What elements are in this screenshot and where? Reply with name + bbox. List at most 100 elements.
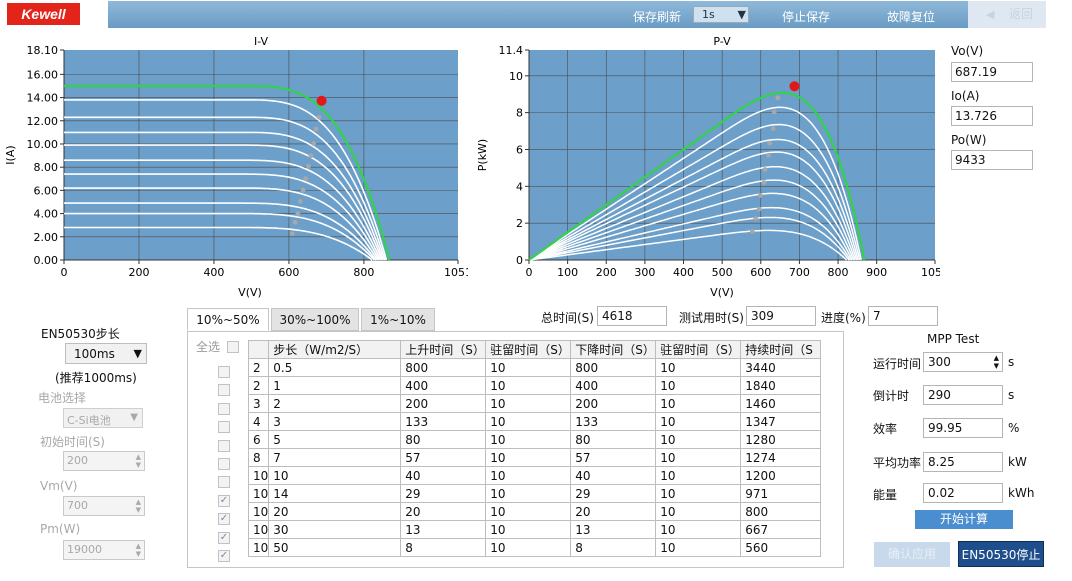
table-cell[interactable]: 1347 (740, 412, 822, 431)
table-cell[interactable]: 10 (485, 484, 572, 503)
tab-1-10[interactable]: 1%~10% (361, 308, 435, 331)
tab-10-50[interactable]: 10%~50% (187, 308, 269, 331)
table-cell[interactable]: 20 (268, 502, 402, 521)
table-cell[interactable]: 20 (570, 502, 657, 521)
table-row[interactable]: 8 7 57 10 57 10 1274 (248, 448, 822, 467)
table-cell[interactable]: 10 (248, 466, 270, 485)
table-row[interactable]: 10 30 13 10 13 10 667 (248, 520, 822, 539)
table-row[interactable]: 6 5 80 10 80 10 1280 (248, 430, 822, 449)
row-checkbox[interactable]: ✓ (218, 550, 230, 562)
table-cell[interactable]: 10 (485, 394, 572, 413)
table-cell[interactable]: 2 (248, 358, 270, 377)
table-cell[interactable]: 10 (485, 448, 572, 467)
table-cell[interactable]: 800 (740, 502, 822, 521)
table-cell[interactable]: 8 (248, 448, 270, 467)
vm-stepper[interactable]: 700 ▲ ▼ (63, 496, 145, 516)
table-cell[interactable]: 5 (268, 430, 402, 449)
table-cell[interactable]: 40 (570, 466, 657, 485)
table-cell[interactable]: 3440 (740, 358, 822, 377)
table-cell[interactable]: 4 (248, 412, 270, 431)
table-cell[interactable]: 10 (485, 538, 572, 557)
table-cell[interactable]: 29 (570, 484, 657, 503)
confirm-apply-button[interactable]: 确认应用 (874, 542, 950, 567)
row-checkbox[interactable] (218, 402, 230, 415)
table-cell[interactable]: 1840 (740, 376, 822, 395)
table-cell[interactable]: 800 (570, 358, 657, 377)
table-cell[interactable]: 10 (655, 358, 742, 377)
table-cell[interactable]: 57 (400, 448, 487, 467)
fault-reset-button[interactable]: 故障复位 (887, 10, 936, 24)
table-cell[interactable]: 133 (400, 412, 487, 431)
table-cell[interactable]: 57 (570, 448, 657, 467)
table-row[interactable]: 3 2 200 10 200 10 1460 (248, 394, 822, 413)
table-cell[interactable]: 10 (485, 376, 572, 395)
table-row[interactable]: 2 0.5 800 10 800 10 3440 (248, 358, 822, 377)
table-cell[interactable]: 6 (248, 430, 270, 449)
step-select[interactable]: 100ms ▼ (65, 343, 147, 364)
table-cell[interactable]: 10 (655, 430, 742, 449)
table-cell[interactable]: 10 (485, 502, 572, 521)
table-row[interactable]: 10 14 29 10 29 10 971 (248, 484, 822, 503)
table-cell[interactable]: 0.5 (268, 358, 402, 377)
table-cell[interactable]: 8 (570, 538, 657, 557)
table-cell[interactable]: 10 (655, 466, 742, 485)
table-cell[interactable]: 10 (268, 466, 402, 485)
table-cell[interactable]: 10 (655, 448, 742, 467)
table-cell[interactable]: 2 (248, 376, 270, 395)
table-cell[interactable]: 13 (570, 520, 657, 539)
tab-30-100[interactable]: 30%~100% (271, 308, 359, 331)
row-checkbox[interactable]: ✓ (218, 513, 230, 526)
table-row[interactable]: 4 3 133 10 133 10 1347 (248, 412, 822, 431)
table-cell[interactable]: 14 (268, 484, 402, 503)
row-checkbox[interactable] (218, 476, 230, 489)
start-calc-button[interactable]: 开始计算 (915, 510, 1013, 529)
table-cell[interactable]: 200 (570, 394, 657, 413)
table-cell[interactable]: 1 (268, 376, 402, 395)
table-row[interactable]: 10 20 20 10 20 10 800 (248, 502, 822, 521)
table-cell[interactable]: 10 (248, 538, 270, 557)
table-cell[interactable]: 133 (570, 412, 657, 431)
table-cell[interactable]: 3 (248, 394, 270, 413)
table-cell[interactable]: 30 (268, 520, 402, 539)
table-cell[interactable]: 10 (485, 466, 572, 485)
table-cell[interactable]: 20 (400, 502, 487, 521)
table-cell[interactable]: 7 (268, 448, 402, 467)
table-cell[interactable]: 80 (570, 430, 657, 449)
table-cell[interactable]: 10 (485, 520, 572, 539)
back-button[interactable]: ◀ 返回 (968, 1, 1046, 28)
pm-stepper[interactable]: 19000 ▲ ▼ (63, 540, 145, 560)
table-row[interactable]: 2 1 400 10 400 10 1840 (248, 376, 822, 395)
row-checkbox[interactable] (218, 458, 230, 470)
table-cell[interactable]: 10 (655, 520, 742, 539)
battery-select[interactable]: C-Si电池 ▼ (63, 408, 143, 428)
init-time-stepper[interactable]: 200 ▲ ▼ (63, 451, 145, 471)
table-cell[interactable]: 40 (400, 466, 487, 485)
table-cell[interactable]: 1200 (740, 466, 822, 485)
table-cell[interactable]: 2 (268, 394, 402, 413)
row-checkbox[interactable]: ✓ (218, 531, 230, 544)
table-cell[interactable]: 80 (400, 430, 487, 449)
table-cell[interactable]: 10 (655, 412, 742, 431)
table-cell[interactable]: 3 (268, 412, 402, 431)
table-row[interactable]: 10 10 40 10 40 10 1200 (248, 466, 822, 485)
stop-save-button[interactable]: 停止保存 (782, 10, 831, 24)
table-cell[interactable]: 1274 (740, 448, 822, 467)
en50530-stop-button[interactable]: EN50530停止 (958, 541, 1044, 567)
table-cell[interactable]: 10 (655, 538, 742, 557)
table-cell[interactable]: 10 (485, 412, 572, 431)
table-cell[interactable]: 8 (400, 538, 487, 557)
table-cell[interactable]: 10 (655, 376, 742, 395)
table-cell[interactable]: 200 (400, 394, 487, 413)
table-cell[interactable]: 10 (248, 484, 270, 503)
table-cell[interactable]: 10 (485, 358, 572, 377)
row-checkbox[interactable]: ✓ (218, 494, 230, 507)
table-cell[interactable]: 10 (485, 430, 572, 449)
row-checkbox[interactable] (218, 439, 230, 452)
table-cell[interactable]: 10 (655, 394, 742, 413)
table-cell[interactable]: 50 (268, 538, 402, 557)
select-all-checkbox[interactable] (227, 341, 239, 353)
table-cell[interactable]: 29 (400, 484, 487, 503)
table-cell[interactable]: 10 (248, 520, 270, 539)
table-cell[interactable]: 10 (655, 502, 742, 521)
table-cell[interactable]: 400 (400, 376, 487, 395)
